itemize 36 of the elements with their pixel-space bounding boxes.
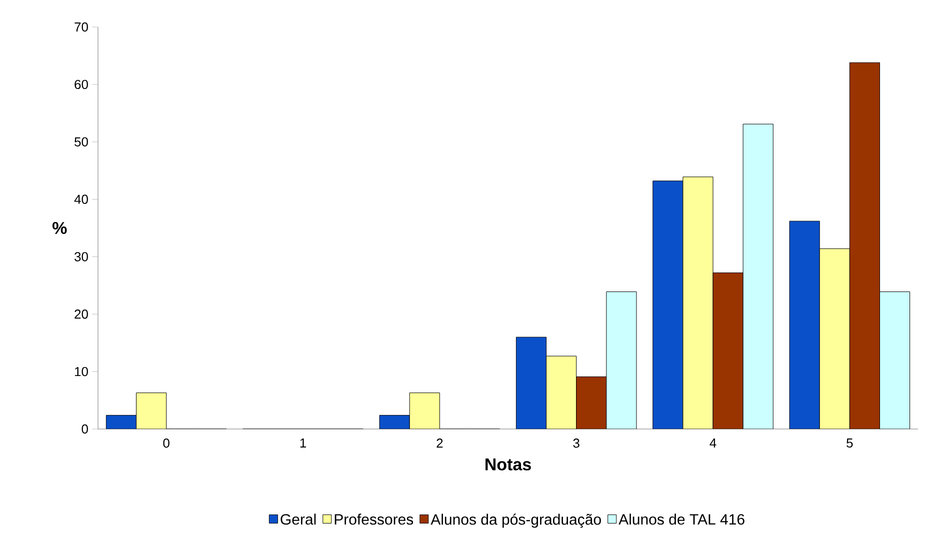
legend-label: Professores [334, 514, 414, 525]
bar [789, 220, 820, 429]
y-tick-label: 0 [82, 424, 88, 434]
legend-label: Geral [280, 514, 316, 525]
bar [712, 272, 744, 429]
bar [409, 392, 440, 429]
bar [879, 291, 910, 429]
x-tick-label: 2 [436, 438, 443, 448]
bar [380, 415, 410, 429]
y-tick-label: 50 [74, 137, 88, 146]
bar [136, 392, 167, 429]
bar [516, 336, 547, 429]
bar [652, 180, 684, 429]
y-tick-label: 10 [75, 366, 88, 376]
y-tick-label: 20 [74, 310, 88, 319]
bar [849, 62, 880, 429]
x-tick-label: 5 [846, 438, 853, 448]
bar [682, 176, 714, 429]
bar [819, 248, 850, 429]
y-tick-label: 70 [74, 22, 88, 32]
legend-label: Alunos de TAL 416 [618, 514, 744, 525]
x-axis-title: Notas [486, 458, 531, 470]
x-tick-label: 1 [300, 438, 306, 448]
y-tick-label: 30 [74, 252, 88, 262]
x-tick-label: 0 [163, 438, 170, 448]
y-tick-label: 60 [74, 80, 88, 90]
x-tick-label: 4 [710, 438, 716, 448]
bar [546, 356, 577, 429]
bar [606, 291, 637, 429]
bar [576, 376, 607, 429]
y-tick-label: 40 [74, 194, 88, 204]
x-tick-label: 3 [573, 438, 580, 448]
bar [742, 124, 774, 429]
legend-label: Alunos da pós-graduação [430, 514, 601, 528]
y-axis-title: % [52, 222, 67, 234]
bar [106, 415, 136, 429]
